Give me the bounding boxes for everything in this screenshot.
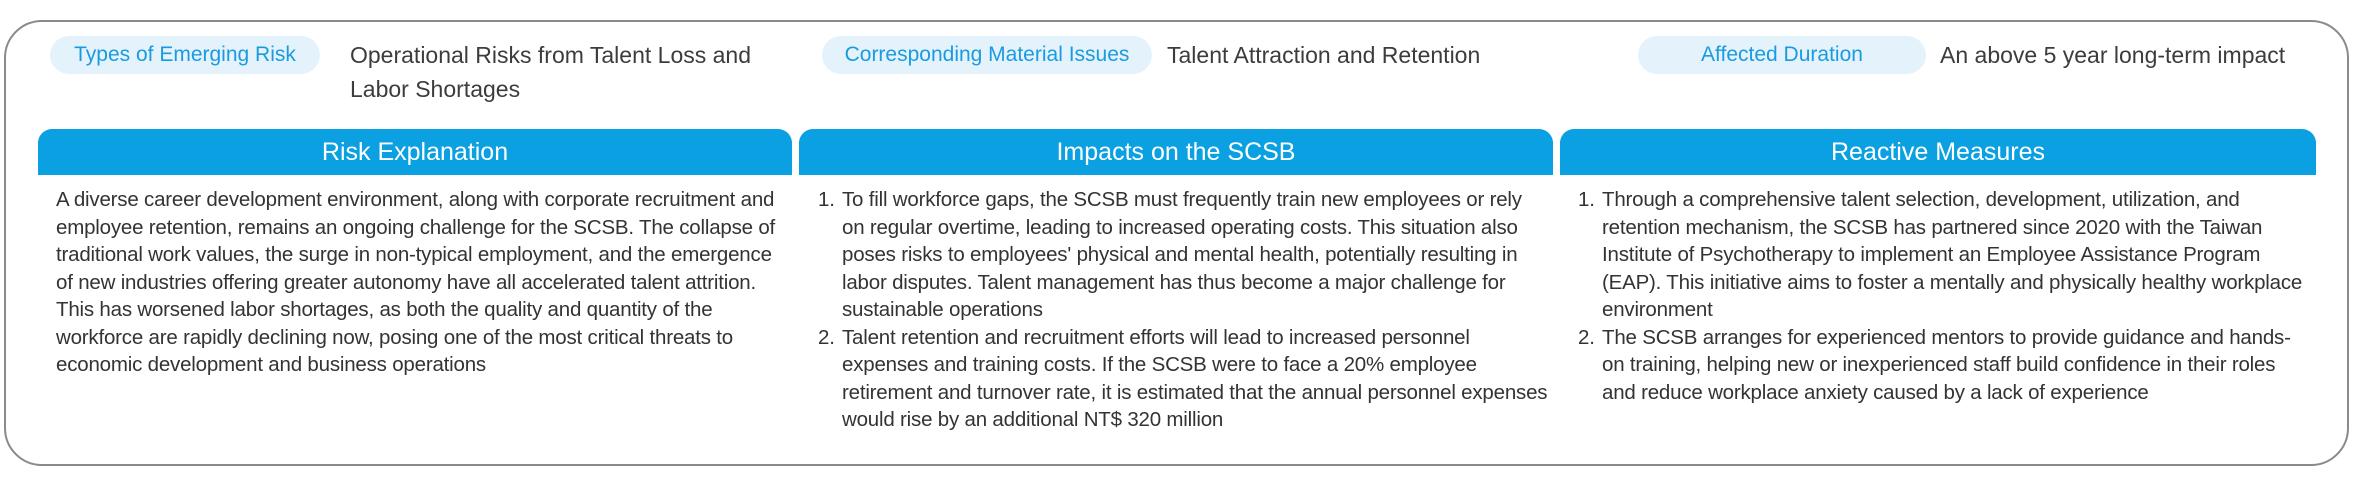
- reactive-measures-header: Reactive Measures: [1560, 129, 2316, 175]
- list-number: 1.: [1578, 188, 1595, 211]
- material-issue-value: Talent Attraction and Retention: [1167, 42, 1481, 68]
- reactive-measures-body: 1. Through a comprehensive talent select…: [1578, 186, 2313, 406]
- list-item-text: To fill workforce gaps, the SCSB must fr…: [842, 188, 1522, 321]
- list-item: 2. Talent retention and recruitment effo…: [818, 324, 1548, 434]
- risk-explanation-body: A diverse career development environment…: [56, 186, 788, 379]
- list-item: 1. Through a comprehensive talent select…: [1578, 186, 2313, 324]
- list-item-text: Talent retention and recruitment efforts…: [842, 325, 1548, 432]
- material-issue-tag: Corresponding Material Issues: [822, 36, 1152, 74]
- list-number: 2.: [1578, 325, 1595, 349]
- risk-type-value: Operational Risks from Talent Loss and L…: [350, 42, 751, 102]
- risk-explanation-header: Risk Explanation: [38, 129, 792, 175]
- impacts-header: Impacts on the SCSB: [799, 129, 1553, 175]
- list-item-text: The SCSB arranges for experienced mentor…: [1602, 325, 2291, 404]
- impacts-body: 1. To fill workforce gaps, the SCSB must…: [818, 186, 1548, 434]
- duration-tag: Affected Duration: [1638, 36, 1926, 74]
- card-frame: [4, 20, 2349, 466]
- duration-value: An above 5 year long-term impact: [1940, 42, 2286, 68]
- list-number: 1.: [818, 188, 835, 211]
- list-item: 1. To fill workforce gaps, the SCSB must…: [818, 186, 1548, 324]
- list-item: 2. The SCSB arranges for experienced men…: [1578, 324, 2313, 407]
- risk-explanation-text: A diverse career development environment…: [56, 188, 776, 376]
- list-number: 2.: [818, 325, 835, 349]
- list-item-text: Through a comprehensive talent selection…: [1602, 188, 2303, 321]
- risk-type-tag: Types of Emerging Risk: [50, 36, 320, 74]
